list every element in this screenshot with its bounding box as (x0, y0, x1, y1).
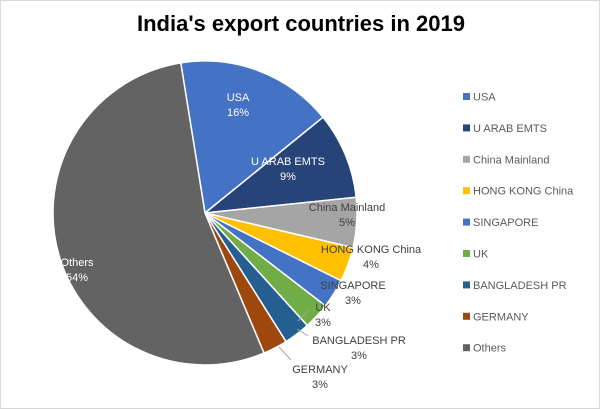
slice-label-u-arab-emts: U ARAB EMTS 9% (251, 156, 325, 183)
legend-swatch-usa (463, 93, 470, 100)
legend-swatch-u-arab-emts (463, 124, 470, 132)
pie-slices (52, 60, 358, 366)
legend-label-u-arab-emts: U ARAB EMTS (473, 123, 547, 135)
legend-label-singapore: SINGAPORE (473, 217, 538, 229)
chart-title: India's export countries in 2019 (136, 11, 465, 36)
leader-line-germany (278, 346, 292, 361)
slice-label-singapore: SINGAPORE 3% (320, 280, 385, 307)
legend-label-usa: USA (473, 92, 496, 104)
slice-label-others: Others 54% (60, 257, 94, 284)
slice-label-bangladesh-pr: BANGLADESH PR 3% (312, 335, 406, 362)
legend-swatch-others (463, 344, 470, 352)
slice-u-arab-emts (202, 116, 358, 215)
slice-label-uk: UK 3% (315, 302, 331, 329)
slice-label-usa: USA 16% (227, 92, 250, 119)
legend-label-china-mainland: China Mainland (473, 154, 549, 166)
legend-label-others: Others (473, 343, 507, 355)
legend-label-germany: GERMANY (473, 311, 529, 323)
legend-label-hong-kong-china: HONG KONG China (473, 186, 574, 198)
legend-swatch-germany (463, 312, 470, 320)
slice-others (52, 62, 266, 366)
legend-swatch-hong-kong-china (463, 187, 470, 195)
slice-labels: USA 16% U ARAB EMTS 9% China Mainland 5% HONG … (60, 92, 422, 391)
legend-swatch-uk (463, 250, 470, 257)
slice-label-china-mainland: China Mainland 5% (309, 202, 385, 229)
leader-line-bangladesh-pr (296, 328, 309, 337)
leader-line-uk (297, 310, 309, 322)
slice-label-germany: GERMANY 3% (292, 364, 348, 391)
legend-swatch-bangladesh-pr (463, 281, 470, 289)
slice-label-hong-kong-china: HONG KONG China 4% (321, 244, 422, 271)
legend-label-uk: UK (473, 249, 489, 261)
slice-usa (179, 60, 325, 215)
legend-swatch-china-mainland (463, 155, 470, 163)
legend: USA U ARAB EMTS China Mainland HONG KONG Ch… (463, 92, 574, 355)
leader-lines (278, 310, 309, 361)
legend-label-bangladesh-pr: BANGLADESH PR (473, 280, 567, 292)
legend-swatch-singapore (463, 218, 470, 226)
